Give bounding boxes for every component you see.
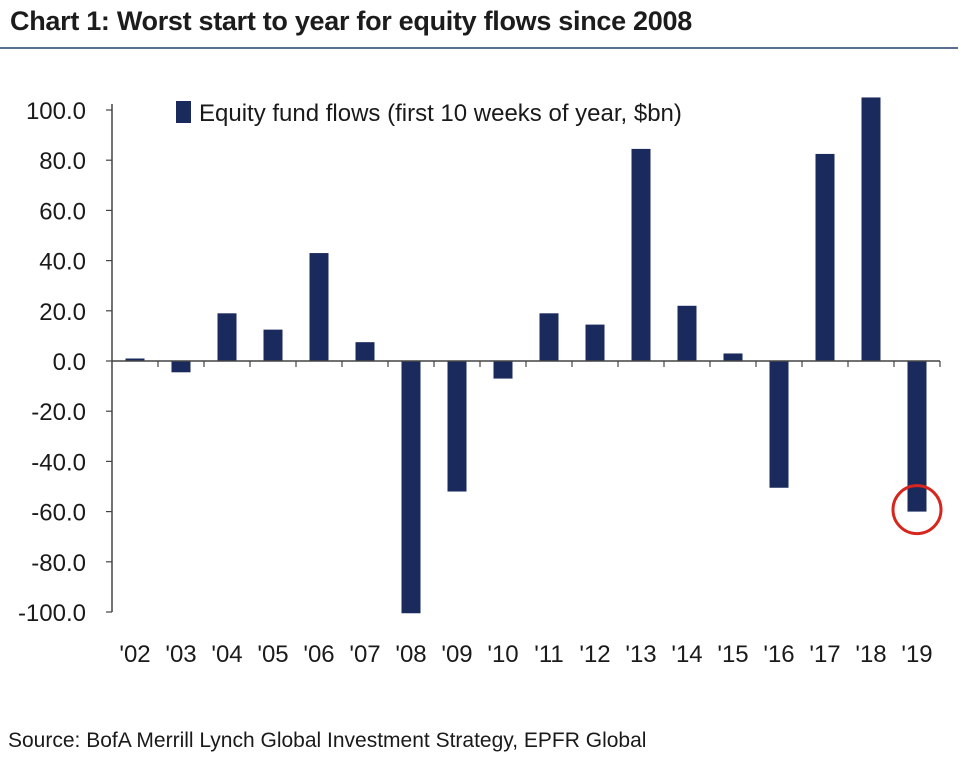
- bar: [815, 153, 835, 361]
- x-tick-label: '05: [257, 641, 288, 668]
- x-tick-label: '07: [349, 641, 380, 668]
- legend-swatch: [176, 101, 191, 123]
- bar: [309, 253, 329, 361]
- x-tick-label: '17: [809, 641, 840, 668]
- x-tick-label: '14: [671, 641, 702, 668]
- x-tick-label: '08: [395, 641, 426, 668]
- bar: [907, 361, 927, 512]
- y-tick-label: -40.0: [31, 449, 86, 476]
- x-tick-label: '11: [534, 641, 564, 668]
- title-divider: [0, 47, 958, 49]
- x-tick-label: '06: [303, 641, 334, 668]
- x-tick-label: '13: [625, 641, 656, 668]
- legend-label: Equity fund flows (first 10 weeks of yea…: [199, 100, 682, 127]
- bar: [493, 361, 513, 379]
- x-tick-label: '03: [165, 641, 196, 668]
- bar: [631, 148, 651, 361]
- bar: [217, 313, 237, 361]
- y-tick-label: -20.0: [31, 399, 86, 426]
- x-tick-label: '09: [441, 641, 472, 668]
- highlight-circle: [891, 484, 943, 536]
- x-tick-label: '16: [763, 641, 794, 668]
- bar: [401, 361, 421, 614]
- bar: [585, 324, 605, 361]
- y-tick-label: 0.0: [53, 349, 86, 376]
- x-tick-label: '19: [901, 641, 932, 668]
- bar: [447, 361, 467, 492]
- x-tick-label: '10: [487, 641, 518, 668]
- x-tick-label: '02: [119, 641, 150, 668]
- y-tick-label: 40.0: [39, 249, 86, 276]
- x-tick-label: '15: [717, 641, 748, 668]
- bar: [355, 342, 375, 361]
- x-tick-label: '12: [579, 641, 610, 668]
- bar: [723, 353, 743, 361]
- bar: [171, 361, 191, 373]
- bar: [769, 361, 789, 488]
- y-tick-label: -80.0: [31, 550, 86, 577]
- y-tick-label: 60.0: [39, 198, 86, 225]
- chart-title: Chart 1: Worst start to year for equity …: [10, 6, 692, 36]
- bar: [125, 358, 145, 361]
- source-note: Source: BofA Merrill Lynch Global Invest…: [8, 729, 647, 752]
- bar: [861, 97, 881, 361]
- x-tick-label: '18: [855, 641, 886, 668]
- y-tick-label: -100.0: [18, 600, 86, 627]
- y-tick-label: 100.0: [26, 98, 86, 125]
- bar: [263, 329, 283, 361]
- y-tick-label: 80.0: [39, 148, 86, 175]
- y-tick-label: 20.0: [39, 299, 86, 326]
- x-tick-label: '04: [211, 641, 242, 668]
- bar: [539, 313, 559, 361]
- bar: [677, 305, 697, 361]
- y-tick-label: -60.0: [31, 500, 86, 527]
